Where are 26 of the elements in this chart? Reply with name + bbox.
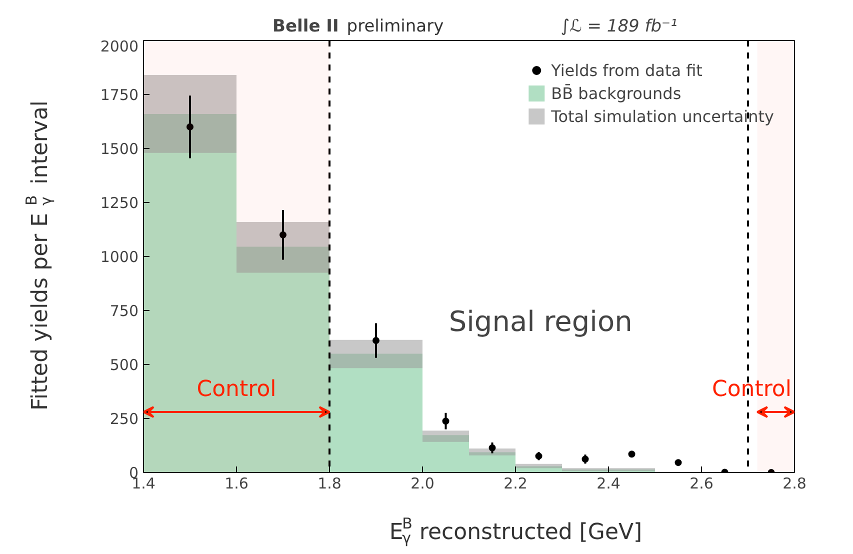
legend-label: BB̄ backgrounds xyxy=(551,84,682,102)
y-tick-label: 1500 xyxy=(100,140,139,158)
band-label: Control xyxy=(196,377,276,402)
x-tick-label: 2.4 xyxy=(596,474,620,492)
annotation: Signal region xyxy=(448,304,632,338)
chart-subtitle: preliminary xyxy=(346,16,444,36)
point xyxy=(674,459,682,466)
x-tick-label: 1.8 xyxy=(318,474,342,492)
x-tick-label: 2.8 xyxy=(782,474,806,492)
text: ∫ℒ = 189 fb⁻¹ xyxy=(560,16,678,36)
legend-label: Total simulation uncertainty xyxy=(551,106,774,126)
y-tick-label: 1000 xyxy=(100,248,139,266)
y-tick-label: 750 xyxy=(110,302,139,320)
legend-label: Yields from data fit xyxy=(551,60,702,80)
y-tick-label: 500 xyxy=(110,356,139,374)
y-tick-label: 1250 xyxy=(100,194,139,212)
y-tick-label: 250 xyxy=(110,410,139,428)
y-axis-title: Fitted yields per EγB interval xyxy=(22,100,55,411)
x-tick-label: 2.2 xyxy=(504,474,528,492)
x-tick-label: 1.6 xyxy=(224,474,248,492)
band-label: Control xyxy=(712,377,792,402)
y-tick-label: 1750 xyxy=(100,86,139,104)
y-tick-label: 2000 xyxy=(100,38,139,56)
x-tick-label: 2.0 xyxy=(410,474,434,492)
chart-title: Belle II xyxy=(272,16,339,36)
x-tick-label: 2.6 xyxy=(690,474,714,492)
